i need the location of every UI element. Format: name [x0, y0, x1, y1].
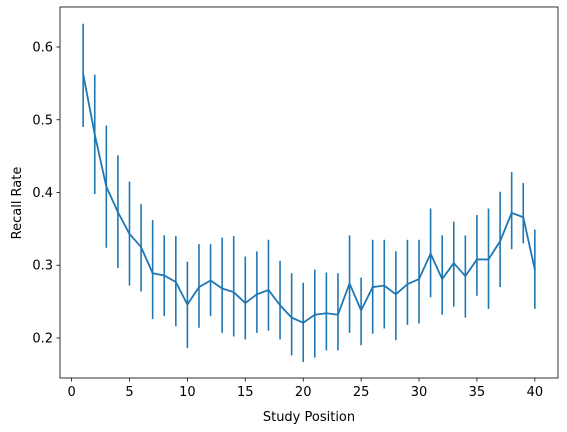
y-tick-label: 0.2 — [32, 331, 53, 346]
data-point — [174, 281, 177, 283]
data-point — [533, 268, 536, 271]
data-point — [279, 304, 281, 307]
data-point — [464, 275, 467, 278]
x-tick-label: 5 — [125, 385, 133, 400]
data-point — [371, 286, 374, 288]
recall-rate-line — [82, 73, 536, 324]
data-point — [151, 272, 154, 275]
data-point — [117, 211, 119, 214]
data-point — [348, 282, 351, 285]
axes: 0 5 10 15 20 25 30 35 40 0.2 0.3 0.4 0.5 0.6 — [32, 6, 559, 400]
data-point — [325, 312, 328, 315]
data-point — [302, 321, 305, 324]
data-point — [267, 289, 270, 291]
data-point — [209, 279, 212, 282]
data-point — [522, 216, 525, 219]
data-point — [406, 283, 409, 286]
data-point — [441, 278, 444, 280]
y-tick-label: 0.5 — [32, 113, 53, 128]
plot-frame — [59, 6, 559, 379]
data-point — [452, 262, 455, 264]
y-tick-label: 0.6 — [32, 41, 53, 56]
x-tick-label: 0 — [67, 385, 75, 400]
data-point — [418, 278, 420, 280]
y-tick-label: 0.3 — [32, 259, 53, 274]
data-point — [337, 313, 339, 316]
error-bars — [82, 23, 536, 362]
data-point — [476, 258, 478, 261]
data-point — [429, 252, 432, 255]
series-line-group — [82, 73, 536, 324]
data-point — [394, 293, 397, 296]
data-point — [140, 246, 142, 248]
data-point — [290, 316, 293, 319]
data-point — [93, 133, 96, 136]
x-tick-label: 40 — [527, 385, 544, 400]
x-tick-label: 35 — [469, 385, 486, 400]
data-point — [163, 274, 166, 277]
data-point — [105, 185, 108, 188]
data-point — [255, 293, 258, 296]
data-point — [360, 309, 363, 312]
x-tick-label: 30 — [411, 385, 428, 400]
data-point — [221, 287, 224, 290]
data-point — [510, 211, 513, 214]
data-point — [244, 302, 247, 304]
x-tick-label: 20 — [295, 385, 312, 400]
data-point — [82, 73, 85, 75]
x-axis-label: Study Position — [263, 410, 355, 425]
data-point — [232, 291, 235, 294]
x-tick-label: 15 — [237, 385, 254, 400]
y-axis-label: Recall Rate — [10, 167, 25, 240]
data-point — [128, 233, 131, 235]
y-tick-label: 0.4 — [32, 186, 53, 201]
data-point — [487, 258, 490, 261]
data-point — [499, 240, 501, 243]
data-point — [383, 284, 386, 287]
x-tick-label: 10 — [179, 385, 196, 400]
data-point — [186, 303, 189, 306]
data-point — [313, 313, 316, 316]
data-point — [198, 286, 200, 288]
x-tick-label: 25 — [353, 385, 370, 400]
